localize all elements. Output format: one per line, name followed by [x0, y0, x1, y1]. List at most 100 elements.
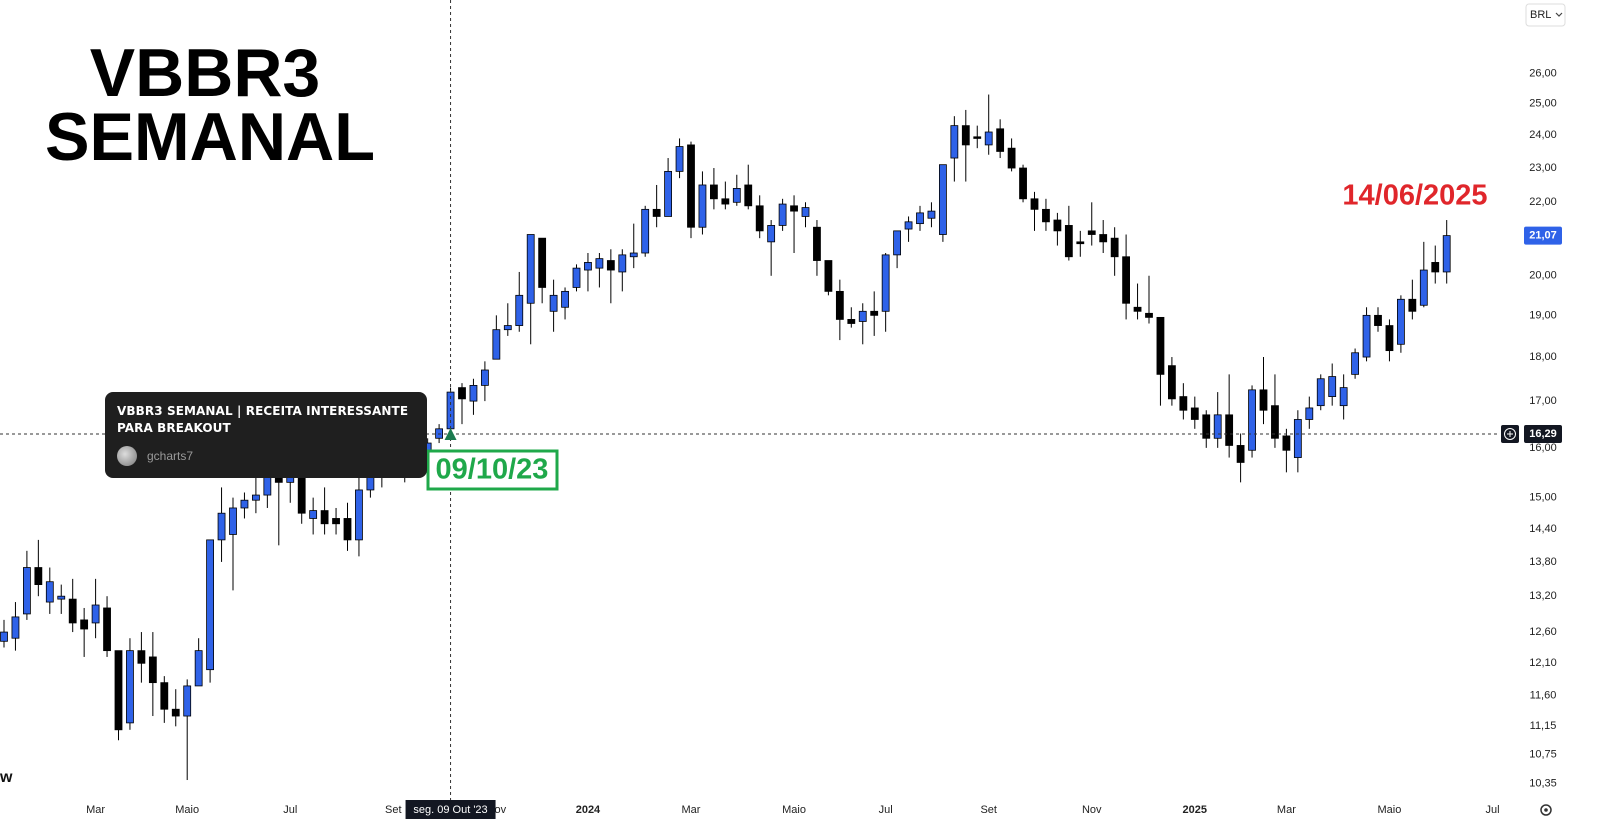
candle-body	[927, 210, 936, 219]
last-price-label: 21,07	[1529, 230, 1557, 242]
candle-body	[1122, 256, 1130, 304]
candle-body	[618, 254, 627, 273]
tooltip-author: gcharts7	[147, 449, 194, 463]
candle-body	[1316, 378, 1325, 407]
y-tick-label: 17,00	[1529, 395, 1557, 407]
candle-body	[813, 226, 821, 261]
candle-body	[34, 567, 43, 585]
candle-body	[847, 319, 856, 324]
candle-body	[1374, 314, 1382, 326]
settings-icon[interactable]	[1540, 804, 1552, 816]
currency-selector[interactable]	[1525, 3, 1566, 27]
candle-body	[1110, 237, 1119, 258]
candles	[0, 94, 1451, 781]
candle-body	[171, 708, 180, 717]
currency-chevron[interactable]	[1555, 12, 1563, 17]
add-alert-button[interactable]	[1501, 425, 1519, 444]
tooltip-title: VBBR3 SEMANAL | RECEITA INTERESSANTE PAR…	[117, 404, 409, 435]
candle-body	[1225, 414, 1234, 446]
x-tick-label: Jul	[1485, 804, 1499, 816]
currency-label[interactable]: BRL	[1530, 9, 1551, 21]
candle-body	[297, 476, 306, 514]
candle-body	[355, 489, 363, 541]
candle-body	[240, 499, 249, 509]
candle-body	[698, 184, 707, 228]
candle-body	[458, 387, 466, 400]
x-tick-label: Maio	[782, 804, 806, 816]
candle-body	[1397, 298, 1405, 345]
candle-body	[904, 221, 913, 230]
candle-body	[1053, 219, 1062, 232]
x-tick-label: Mar	[682, 804, 701, 816]
candle-body	[45, 581, 54, 603]
candle-body	[1362, 314, 1371, 358]
candle-body	[881, 254, 890, 312]
candle-body	[572, 267, 581, 288]
x-tick-label: Jul	[879, 804, 893, 816]
candle-body	[183, 685, 192, 717]
candle-body	[755, 205, 764, 232]
candle-body	[1248, 389, 1256, 451]
candle-body	[1385, 325, 1394, 352]
candle-body	[515, 294, 524, 326]
candle-body	[870, 310, 879, 316]
tooltip-author-row: gcharts7	[117, 446, 415, 466]
candle-body	[675, 146, 684, 172]
candle-body	[503, 325, 512, 331]
x-tick-label: Nov	[1082, 804, 1102, 816]
candle-body	[68, 598, 77, 624]
candle-body	[950, 125, 959, 159]
candle-body	[1408, 298, 1417, 312]
candle-body	[538, 237, 547, 288]
candle-body	[561, 290, 569, 308]
y-tick-label: 26,00	[1529, 67, 1557, 79]
candle-body	[835, 290, 844, 320]
candle-body	[984, 131, 993, 146]
annotation-text: 09/10/23	[436, 454, 549, 486]
candle-body	[526, 234, 535, 304]
candle-body	[1259, 389, 1268, 411]
candle-body	[744, 184, 753, 207]
candle-body	[343, 518, 352, 541]
candle-body	[469, 384, 478, 402]
candle-body	[1099, 234, 1108, 243]
y-tick-label: 20,00	[1529, 270, 1557, 282]
chart-title: VBBR3	[90, 35, 321, 111]
candle-body	[57, 595, 66, 600]
candle-body	[1202, 414, 1211, 439]
candle-body	[824, 260, 833, 292]
candle-body	[1007, 147, 1016, 169]
y-tick-label: 12,10	[1529, 657, 1557, 669]
y-tick-label: 19,00	[1529, 309, 1557, 321]
y-tick-label: 15,00	[1529, 492, 1557, 504]
y-tick-label: 10,35	[1529, 778, 1557, 790]
candle-body	[251, 494, 260, 501]
candle-body	[1042, 208, 1050, 223]
candle-body	[366, 476, 375, 491]
crosshair-price-badge	[1524, 425, 1562, 444]
candle-body	[641, 208, 650, 254]
candle-body	[664, 170, 672, 217]
candle-body	[801, 207, 810, 217]
candle-body	[778, 203, 787, 226]
x-tick-label: 2024	[576, 804, 601, 816]
candle-body	[858, 310, 867, 322]
candle-body	[91, 604, 100, 624]
candle-body	[1190, 407, 1199, 420]
signal-marker	[444, 428, 457, 441]
candle-body	[80, 619, 89, 630]
candle-body	[961, 125, 970, 146]
candle-body	[767, 225, 776, 243]
candle-body	[1282, 435, 1291, 451]
candle-body	[1213, 414, 1222, 439]
candle-body	[549, 294, 558, 312]
candle-body	[1305, 407, 1314, 420]
candle-body	[1168, 365, 1176, 400]
candle-body	[0, 631, 8, 642]
candle-body	[721, 198, 730, 205]
candle-body	[114, 650, 123, 731]
x-tick-label: Set	[385, 804, 402, 816]
x-tick-label: Set	[980, 804, 997, 816]
x-tick-label: Mar	[86, 804, 105, 816]
x-tick-label: 2025	[1183, 804, 1207, 816]
